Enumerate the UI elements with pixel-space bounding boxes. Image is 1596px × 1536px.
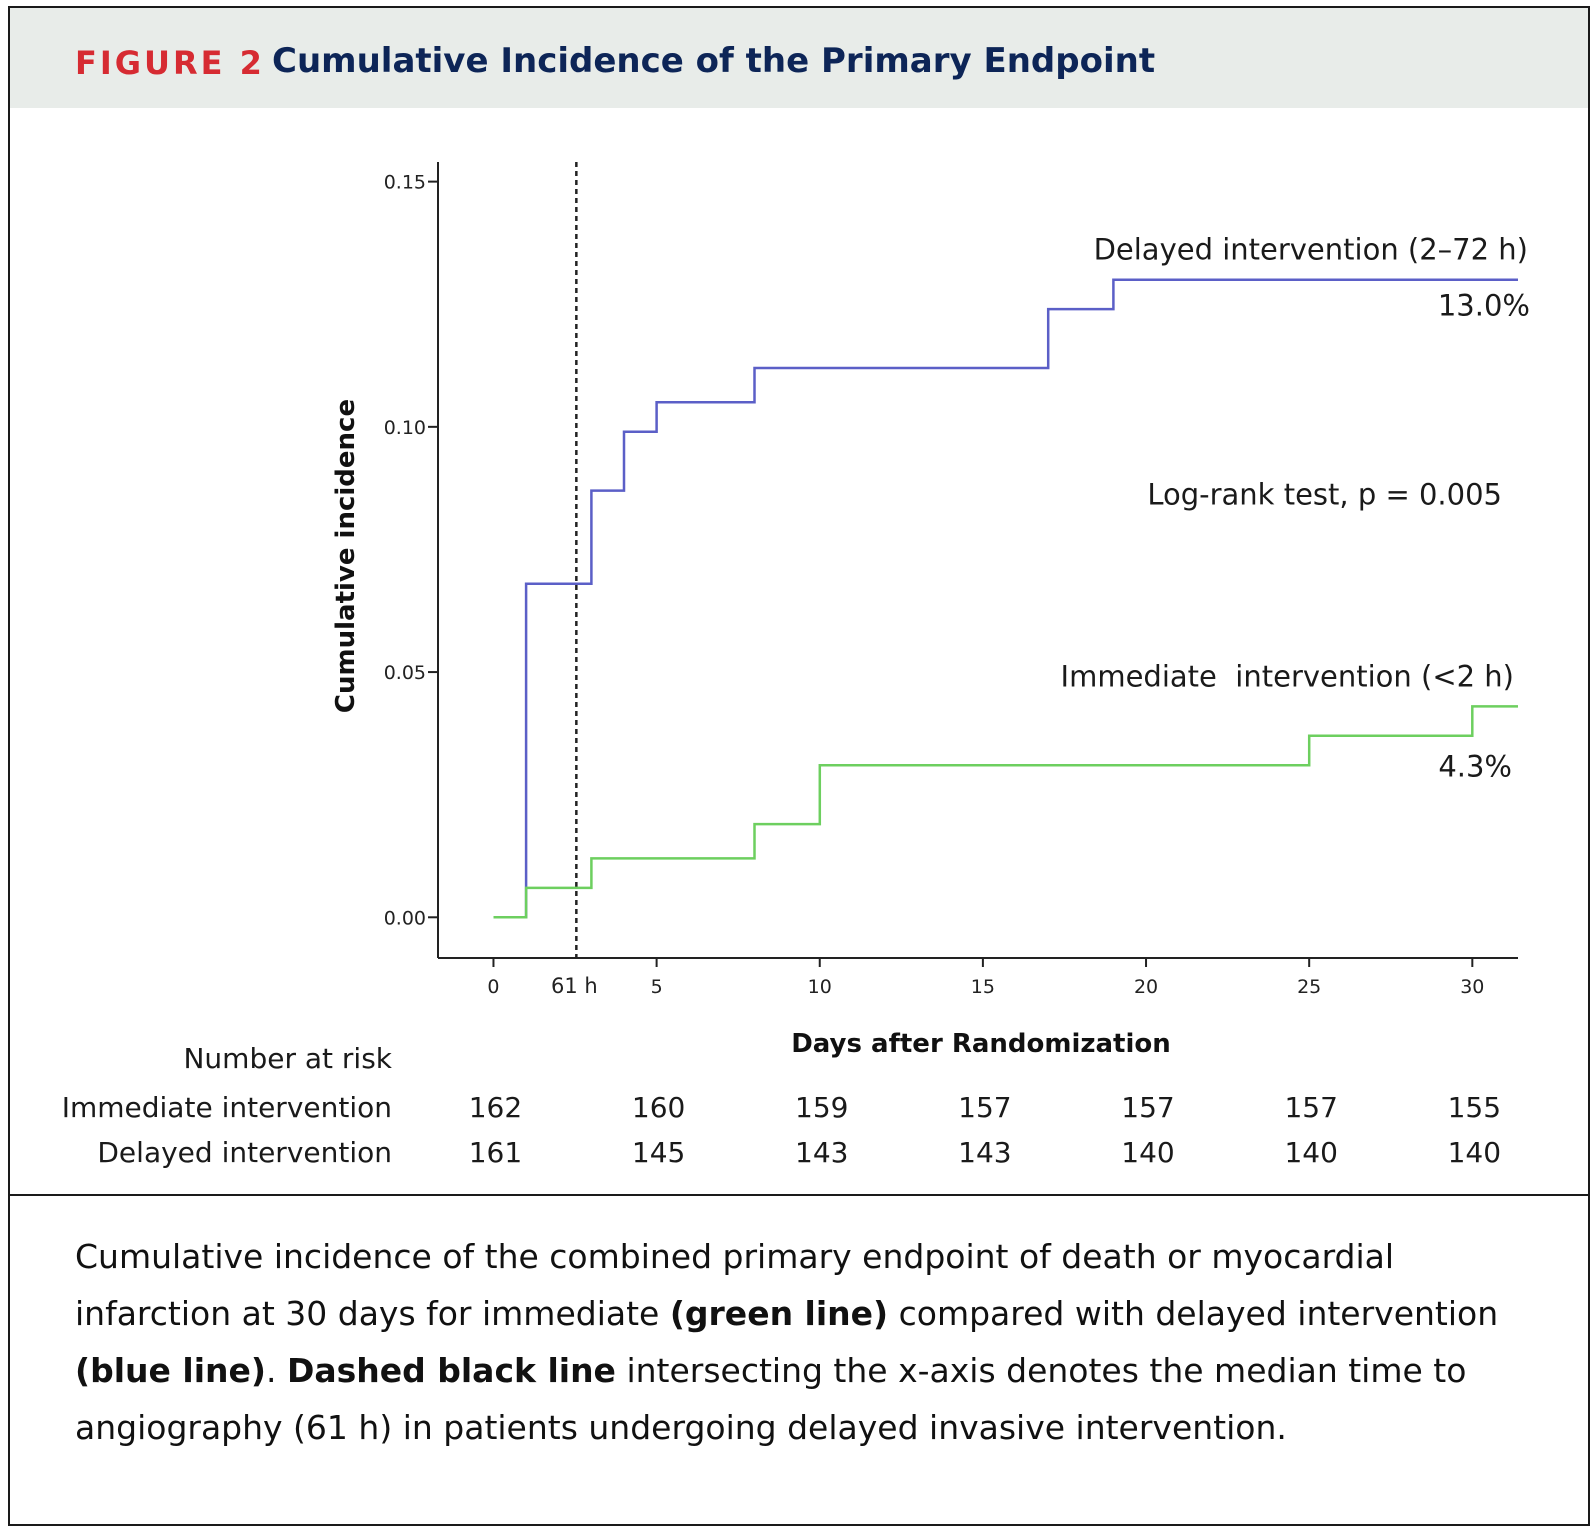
y-tick-label: 0.05 xyxy=(384,662,426,684)
caption-text-1: Cumulative incidence of the combined pri… xyxy=(75,1237,1395,1333)
x-tick-label: 10 xyxy=(808,976,832,998)
figure-header: FIGURE 2 Cumulative Incidence of the Pri… xyxy=(10,8,1588,108)
caption-bold-green: (green line) xyxy=(669,1294,889,1333)
risk-cell: 161 xyxy=(469,1136,522,1169)
figure-title: Cumulative Incidence of the Primary Endp… xyxy=(272,41,1156,81)
caption-divider xyxy=(10,1194,1588,1196)
series-line-0 xyxy=(493,278,1518,919)
median-time-label: 61 h xyxy=(551,974,598,998)
x-tick-label: 25 xyxy=(1297,976,1321,998)
y-tick-label: 0.10 xyxy=(384,417,426,439)
risk-cell: 157 xyxy=(958,1091,1011,1124)
risk-cell: 145 xyxy=(632,1136,685,1169)
risk-cell: 155 xyxy=(1448,1091,1501,1124)
caption-bold-blue: (blue line) xyxy=(75,1351,266,1390)
series-line-1 xyxy=(493,705,1518,919)
series-name-delayed: Delayed intervention (2–72 h) xyxy=(1094,233,1528,267)
risk-cell: 159 xyxy=(795,1091,848,1124)
risk-cell: 140 xyxy=(1121,1136,1174,1169)
log-rank-annotation: Log-rank test, p = 0.005 xyxy=(1147,478,1502,512)
y-tick-label: 0.00 xyxy=(384,907,426,929)
risk-cell: 162 xyxy=(469,1091,522,1124)
risk-cell: 143 xyxy=(795,1136,848,1169)
figure-caption: Cumulative incidence of the combined pri… xyxy=(75,1228,1525,1456)
x-tick-label: 30 xyxy=(1460,976,1484,998)
series-end-label-delayed: 13.0% xyxy=(1438,289,1530,323)
risk-table-title: Number at risk xyxy=(183,1042,392,1075)
risk-cell: 157 xyxy=(1284,1091,1337,1124)
figure-frame: FIGURE 2 Cumulative Incidence of the Pri… xyxy=(8,6,1590,1526)
figure-label: FIGURE 2 xyxy=(75,44,265,82)
series-end-label-immediate: 4.3% xyxy=(1438,749,1512,783)
series-name-immediate: Immediate intervention (<2 h) xyxy=(1061,659,1514,693)
x-tick-label: 15 xyxy=(971,976,995,998)
x-tick-label: 5 xyxy=(651,976,663,998)
x-axis-label: Days after Randomization xyxy=(791,1029,1171,1059)
x-tick-label: 0 xyxy=(487,976,499,998)
risk-cell: 140 xyxy=(1284,1136,1337,1169)
risk-cell: 143 xyxy=(958,1136,1011,1169)
caption-text-3: . xyxy=(265,1351,287,1390)
caption-bold-dashed: Dashed black line xyxy=(286,1351,616,1390)
risk-cell: 140 xyxy=(1448,1136,1501,1169)
risk-row-label: Delayed intervention xyxy=(97,1136,392,1169)
y-tick-label: 0.15 xyxy=(384,172,426,194)
risk-cell: 157 xyxy=(1121,1091,1174,1124)
y-axis-label: Cumulative incidence xyxy=(331,399,361,713)
caption-text-2: compared with delayed intervention xyxy=(888,1294,1499,1333)
caption-text-4: intersecting the x-axis denotes the medi… xyxy=(75,1351,1467,1447)
risk-row-label: Immediate intervention xyxy=(62,1091,392,1124)
x-tick-label: 20 xyxy=(1134,976,1158,998)
risk-cell: 160 xyxy=(632,1091,685,1124)
